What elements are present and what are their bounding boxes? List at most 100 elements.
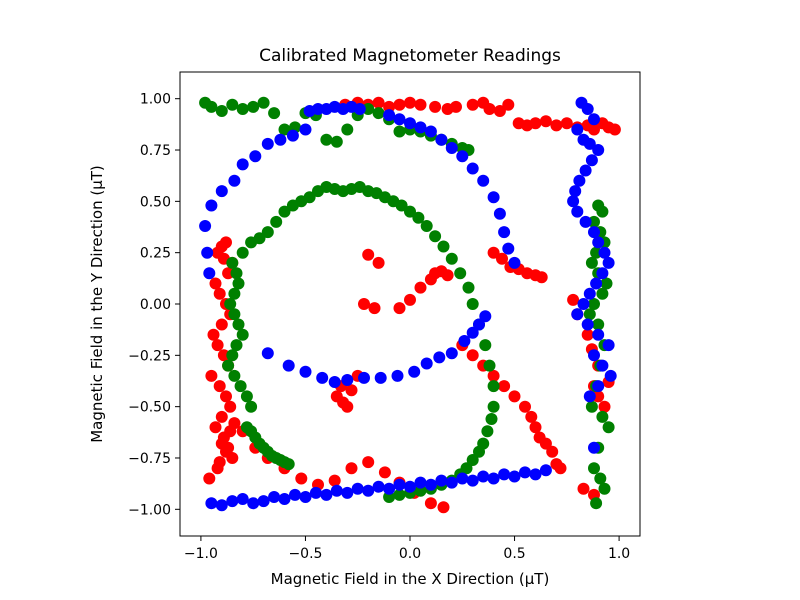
data-point-series-0 xyxy=(533,431,546,444)
data-point-series-1 xyxy=(454,267,467,280)
data-point-series-2 xyxy=(247,497,260,510)
data-point-series-1 xyxy=(483,359,496,372)
data-point-series-1 xyxy=(588,298,600,310)
data-point-series-1 xyxy=(230,267,243,280)
x-tick-label: 1.0 xyxy=(608,546,630,562)
data-point-series-2 xyxy=(424,125,437,138)
data-point-series-2 xyxy=(261,347,274,360)
y-tick-label: 0.75 xyxy=(140,143,171,159)
data-point-series-1 xyxy=(585,256,598,269)
data-point-series-2 xyxy=(408,365,421,378)
data-point-series-2 xyxy=(585,154,598,167)
data-point-series-2 xyxy=(393,478,406,491)
data-point-series-2 xyxy=(592,144,605,156)
data-point-series-2 xyxy=(330,484,343,497)
data-point-series-1 xyxy=(257,96,270,109)
data-point-series-0 xyxy=(529,117,542,130)
data-point-series-0 xyxy=(404,96,416,109)
y-tick-label: 0.25 xyxy=(140,246,171,262)
data-point-series-0 xyxy=(560,117,573,130)
data-point-series-1 xyxy=(330,135,343,148)
data-point-series-1 xyxy=(420,220,433,232)
data-point-series-0 xyxy=(345,384,358,397)
data-point-series-0 xyxy=(220,445,232,458)
data-point-series-1 xyxy=(320,133,333,146)
x-tick-label: −0.5 xyxy=(288,546,322,562)
data-point-series-2 xyxy=(571,123,584,136)
data-point-series-2 xyxy=(487,472,500,485)
data-point-series-2 xyxy=(579,215,592,228)
data-point-series-0 xyxy=(393,98,406,111)
data-point-series-2 xyxy=(596,359,609,372)
data-point-series-2 xyxy=(588,226,600,239)
data-point-series-1 xyxy=(303,191,316,204)
data-point-series-1 xyxy=(466,298,479,310)
y-axis-ticks: −1.00 −0.75 −0.50 −0.25 0.00 0.25 0.50 0.75 1.00 xyxy=(128,92,180,518)
data-point-series-1 xyxy=(487,380,500,393)
data-point-series-0 xyxy=(372,256,385,269)
data-point-series-0 xyxy=(213,380,226,393)
data-point-series-2 xyxy=(592,328,605,341)
data-point-series-0 xyxy=(508,390,521,403)
data-point-series-0 xyxy=(519,400,531,413)
data-point-series-2 xyxy=(592,236,605,249)
data-point-series-2 xyxy=(581,103,594,115)
data-point-series-2 xyxy=(316,371,329,384)
data-point-series-2 xyxy=(383,482,396,495)
data-point-series-1 xyxy=(228,308,241,321)
data-point-series-2 xyxy=(414,476,427,489)
data-point-series-2 xyxy=(404,117,416,130)
data-point-series-0 xyxy=(450,100,462,113)
data-point-series-0 xyxy=(330,390,343,403)
data-point-series-1 xyxy=(247,100,260,113)
x-tick-label: 0.5 xyxy=(503,546,525,562)
data-point-series-2 xyxy=(328,376,341,388)
y-tick-label: −0.50 xyxy=(128,400,171,416)
data-point-series-2 xyxy=(435,133,448,146)
data-point-series-2 xyxy=(456,472,469,485)
data-point-series-1 xyxy=(228,369,241,382)
data-point-series-1 xyxy=(594,472,607,485)
data-point-series-2 xyxy=(569,185,582,198)
data-point-series-1 xyxy=(226,349,239,362)
data-point-series-2 xyxy=(567,195,580,208)
data-points xyxy=(199,96,621,514)
x-axis-label: Magnetic Field in the X Direction (μT) xyxy=(271,570,550,588)
data-point-series-2 xyxy=(215,499,228,512)
data-point-series-0 xyxy=(213,456,226,469)
data-point-series-0 xyxy=(466,349,479,362)
data-point-series-0 xyxy=(487,369,500,382)
data-point-series-1 xyxy=(590,497,603,510)
data-point-series-2 xyxy=(362,484,375,497)
data-point-series-0 xyxy=(378,466,391,479)
data-point-series-2 xyxy=(236,493,249,505)
data-point-series-1 xyxy=(362,103,375,115)
data-point-series-1 xyxy=(236,246,249,259)
data-point-series-0 xyxy=(441,269,454,282)
data-point-series-1 xyxy=(395,199,408,212)
data-point-series-1 xyxy=(414,484,427,497)
data-point-series-1 xyxy=(600,277,613,290)
data-point-series-2 xyxy=(383,109,396,122)
data-point-series-2 xyxy=(583,287,596,300)
data-point-series-0 xyxy=(539,115,552,128)
data-point-series-0 xyxy=(496,252,508,265)
data-point-series-0 xyxy=(429,100,442,113)
data-point-series-0 xyxy=(535,271,548,284)
data-point-series-1 xyxy=(602,421,615,434)
data-point-series-2 xyxy=(604,369,617,382)
data-point-series-0 xyxy=(295,472,308,485)
data-point-series-0 xyxy=(207,328,220,341)
data-point-series-1 xyxy=(224,298,237,310)
data-point-series-2 xyxy=(596,267,609,280)
data-point-series-2 xyxy=(477,470,490,483)
y-tick-label: −0.75 xyxy=(128,451,171,467)
data-point-series-2 xyxy=(289,488,301,501)
data-point-series-2 xyxy=(374,371,387,384)
data-point-series-1 xyxy=(473,445,485,458)
data-point-series-2 xyxy=(498,226,511,239)
data-point-series-0 xyxy=(493,105,506,117)
data-point-series-0 xyxy=(393,302,406,315)
data-point-series-2 xyxy=(205,199,218,212)
data-point-series-1 xyxy=(592,318,605,331)
